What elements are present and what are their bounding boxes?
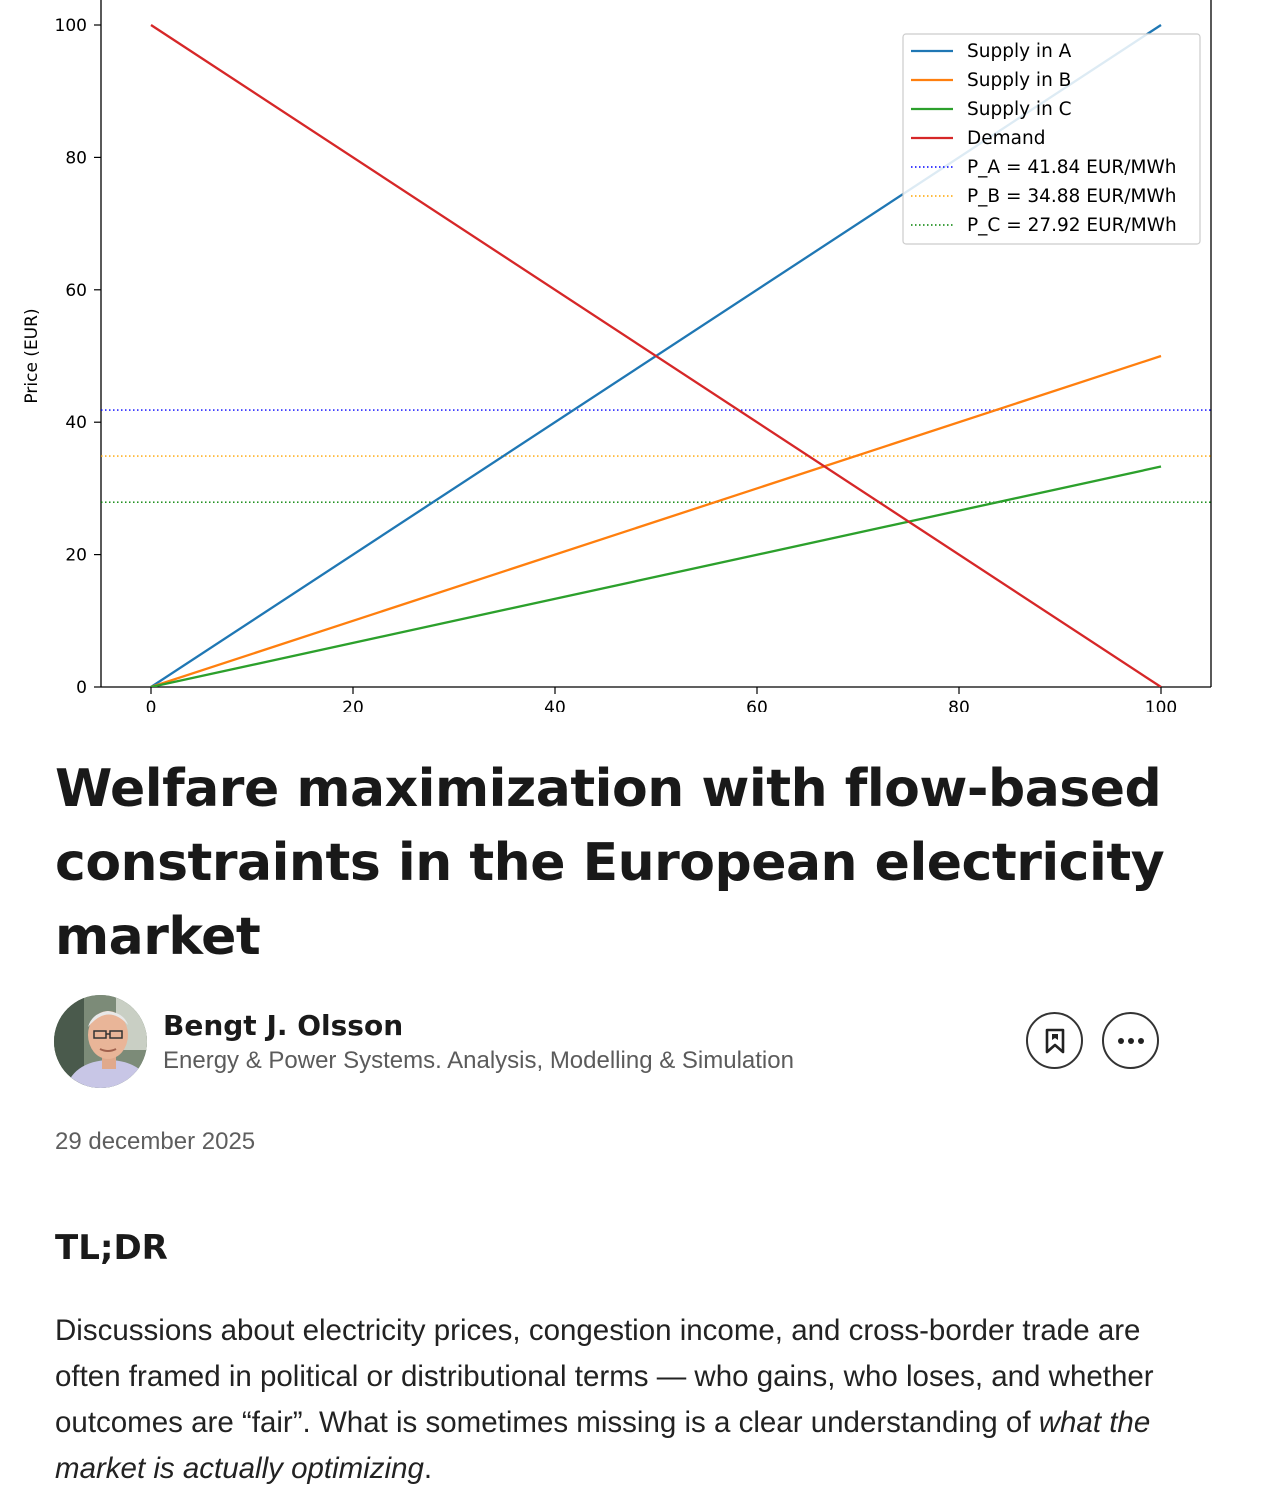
more-options-button[interactable] (1102, 1012, 1159, 1069)
legend-label: P_C = 27.92 EUR/MWh (967, 215, 1177, 236)
legend-label: Demand (967, 128, 1045, 149)
author-photo (54, 995, 147, 1088)
bookmark-button[interactable] (1026, 1012, 1083, 1069)
author-avatar[interactable] (54, 995, 147, 1088)
publish-date: 29 december 2025 (55, 1128, 256, 1155)
series-line-demand (150, 24, 1162, 687)
x-tick-label: 0 (146, 698, 157, 712)
y-tick-label: 40 (65, 413, 87, 433)
section-heading-tldr: TL;DR (55, 1228, 168, 1268)
y-tick-label: 20 (65, 546, 87, 566)
legend-label: P_B = 34.88 EUR/MWh (967, 186, 1177, 207)
y-tick-label: 80 (65, 148, 87, 168)
x-tick-label: 80 (948, 698, 970, 712)
series-line-supply-in-c (150, 465, 1162, 687)
x-tick-label: 20 (342, 698, 364, 712)
x-tick-label: 40 (544, 698, 566, 712)
article-title: Welfare maximization with flow-based con… (55, 759, 1165, 967)
x-tick-label: 100 (1145, 698, 1177, 712)
legend-label: Supply in B (967, 70, 1071, 91)
legend-label: P_A = 41.84 EUR/MWh (967, 157, 1176, 178)
y-tick-label: 0 (76, 678, 87, 698)
bookmark-icon (1045, 1028, 1064, 1053)
x-tick-label: 60 (746, 698, 768, 712)
legend-box (902, 33, 1201, 245)
paragraph-text: Discussions about electricity prices, co… (55, 1314, 1154, 1439)
price-chart: 0 20 40 60 80 100 0 20 40 60 80 100 Price (EUR) Supp… (22, 0, 1212, 712)
y-tick-label: 100 (55, 16, 87, 36)
y-axis-label: Price (EUR) (22, 308, 42, 403)
more-options-icon (1117, 1037, 1144, 1044)
y-tick-label: 60 (65, 281, 87, 301)
author-bio: Energy & Power Systems. Analysis, Modell… (163, 1047, 794, 1074)
article-paragraph: Discussions about electricity prices, co… (55, 1308, 1205, 1492)
legend-label: Supply in A (967, 41, 1072, 62)
author-name[interactable]: Bengt J. Olsson (163, 1009, 404, 1042)
series-line-supply-in-b (150, 354, 1162, 687)
paragraph-end: . (423, 1452, 433, 1485)
paragraph-emphasis: what the market is actually optimizing (55, 1406, 1151, 1485)
legend-label: Supply in C (967, 99, 1072, 120)
author-row: Bengt J. Olsson Energy & Power Systems. … (54, 995, 1164, 1091)
